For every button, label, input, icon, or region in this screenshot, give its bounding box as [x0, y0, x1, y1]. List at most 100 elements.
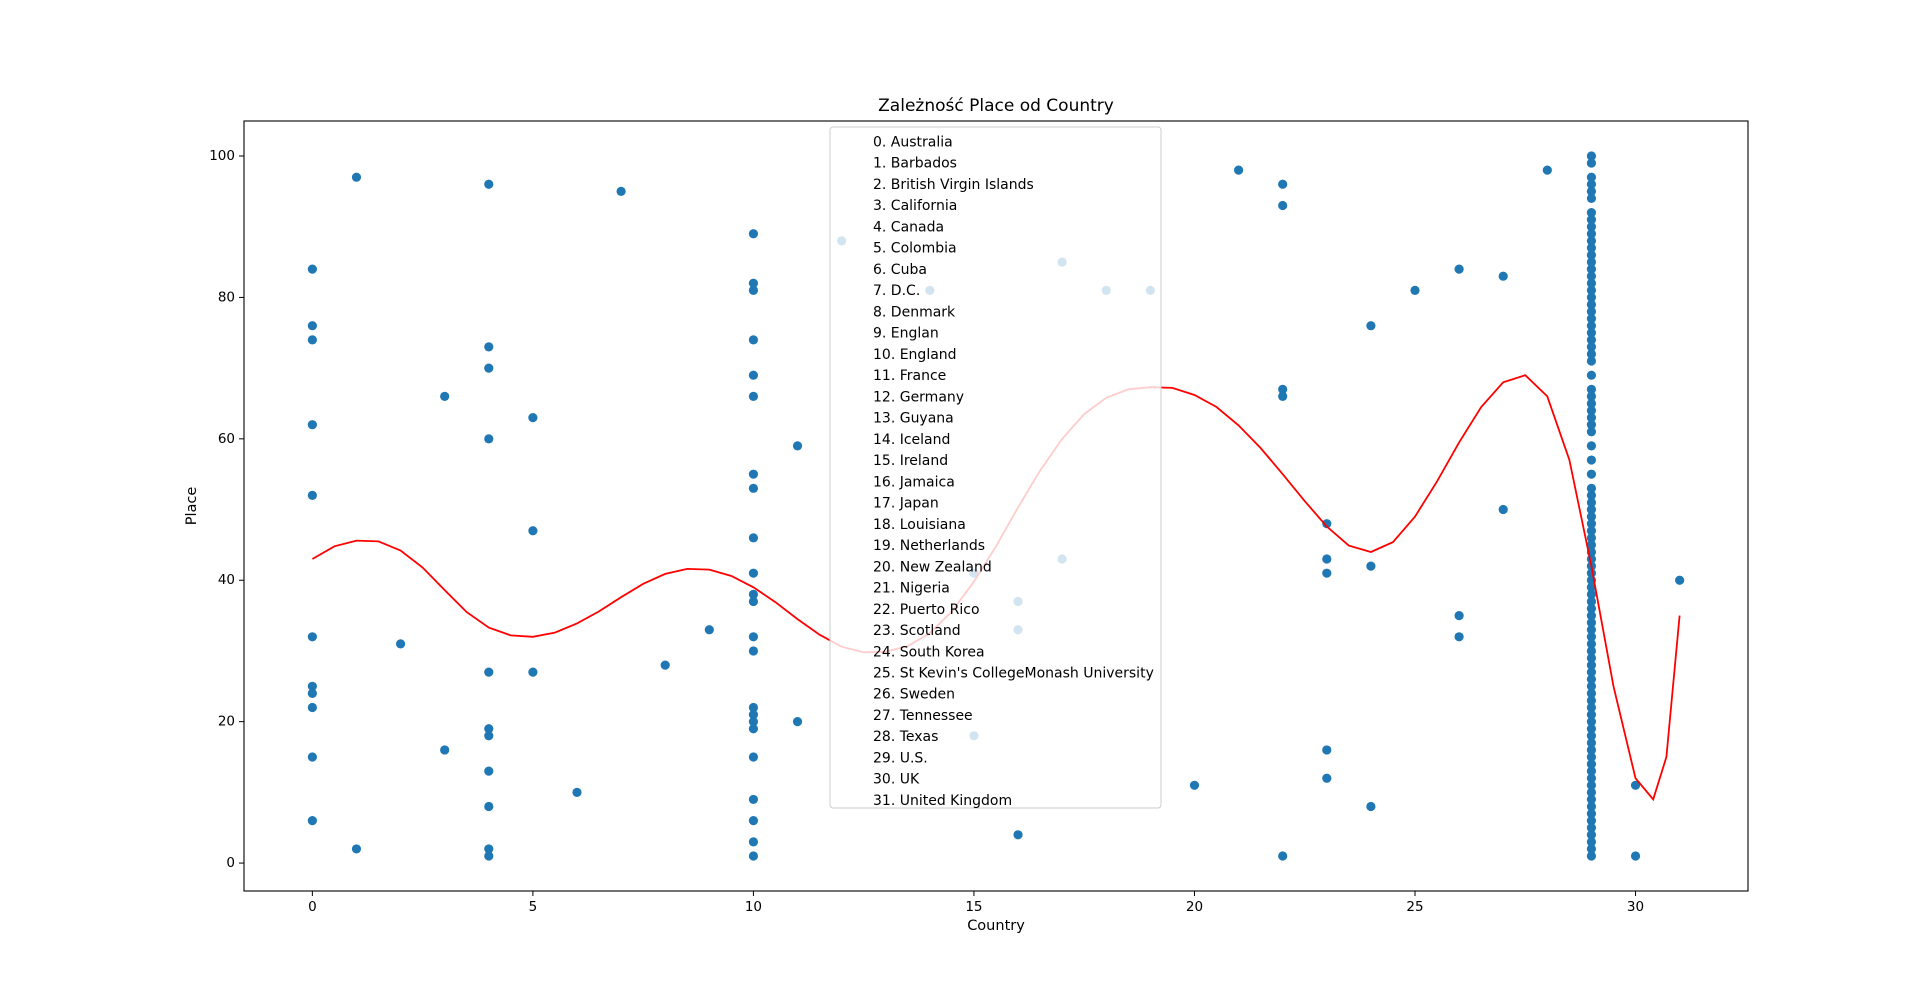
x-tick-label: 10	[745, 899, 762, 915]
data-point	[1675, 575, 1685, 585]
data-point	[748, 632, 759, 642]
legend-entry: 20. New Zealand	[873, 559, 992, 575]
legend-entry: 14. Iceland	[873, 432, 950, 448]
legend-entry: 28. Texas	[873, 729, 938, 745]
data-point	[484, 766, 494, 776]
chart-title: Zależność Place od Country	[878, 96, 1114, 116]
data-point	[1586, 490, 1597, 500]
data-point	[1586, 752, 1597, 762]
data-point	[1498, 271, 1508, 281]
data-point	[1586, 660, 1597, 670]
data-point	[748, 335, 759, 345]
data-point	[1322, 568, 1332, 578]
data-point	[1366, 321, 1376, 331]
legend-entry: 26. Sweden	[873, 687, 955, 703]
data-point	[1586, 405, 1597, 416]
data-point	[484, 434, 494, 444]
legend-entry: 31. United Kingdom	[873, 793, 1012, 809]
data-point	[484, 851, 494, 861]
data-point	[484, 363, 494, 373]
legend-entry: 24. South Korea	[873, 644, 985, 660]
data-point	[1630, 851, 1641, 861]
data-point	[748, 469, 759, 479]
data-point	[1586, 681, 1597, 691]
data-point	[1586, 215, 1597, 225]
data-point	[748, 702, 759, 713]
data-point	[1586, 618, 1597, 628]
data-point	[748, 646, 759, 656]
data-point	[748, 717, 759, 727]
data-point	[1586, 236, 1597, 246]
data-point	[616, 186, 626, 196]
data-point	[1586, 731, 1597, 741]
data-point	[748, 837, 759, 847]
data-point	[1586, 823, 1597, 833]
data-point	[1586, 257, 1597, 267]
legend-entry: 29. U.S.	[873, 750, 928, 766]
legend-entry: 7. D.C.	[873, 283, 920, 299]
data-point	[1586, 759, 1597, 769]
data-point	[1366, 801, 1376, 812]
data-point	[1498, 504, 1508, 515]
legend-entry: 11. France	[873, 368, 946, 384]
legend-entry: 23. Scotland	[873, 623, 961, 639]
data-point	[1586, 526, 1597, 536]
data-point	[1586, 483, 1597, 493]
data-point	[1586, 299, 1597, 310]
data-point	[1278, 179, 1288, 189]
data-point	[1586, 709, 1597, 720]
data-point	[1586, 688, 1597, 698]
data-point	[351, 844, 362, 854]
data-point	[1322, 745, 1332, 755]
data-point	[307, 321, 317, 331]
data-point	[440, 391, 450, 402]
data-point	[1586, 321, 1597, 331]
axes: 0 5 10 15 20 25 30 0 20 40 60 80 100	[209, 120, 1749, 915]
data-point	[1586, 469, 1597, 479]
data-point	[748, 370, 759, 380]
data-point	[307, 632, 317, 642]
data-point	[1586, 519, 1597, 529]
data-point	[1586, 780, 1597, 790]
plot-frame	[243, 120, 1749, 892]
data-point	[748, 752, 759, 762]
data-point	[1586, 844, 1597, 854]
data-point	[1278, 391, 1288, 402]
data-point	[1586, 674, 1597, 684]
data-point	[1233, 165, 1244, 175]
data-point	[1454, 264, 1464, 274]
data-point	[748, 278, 759, 288]
data-point	[1586, 717, 1597, 727]
x-tick-label: 15	[965, 899, 982, 915]
data-point	[1586, 702, 1597, 713]
legend-entry: 25. St Kevin's CollegeMonash University	[873, 666, 1154, 682]
data-point	[1586, 441, 1597, 451]
data-point	[1586, 243, 1597, 253]
data-point	[1586, 207, 1597, 218]
data-point	[1586, 603, 1597, 614]
data-point	[748, 229, 759, 239]
data-point	[748, 533, 759, 543]
data-point	[484, 179, 494, 189]
data-point	[1586, 349, 1597, 359]
data-point	[307, 702, 317, 713]
legend-entry: 30. UK	[873, 772, 920, 788]
data-point	[1586, 292, 1597, 303]
data-point	[748, 851, 759, 861]
data-point	[1586, 540, 1597, 550]
legend-entry: 2. British Virgin Islands	[873, 177, 1034, 193]
data-point	[792, 441, 803, 451]
data-point	[748, 816, 759, 826]
data-point	[748, 589, 759, 599]
data-point	[1586, 766, 1597, 776]
legend-entry: 10. England	[873, 347, 957, 363]
legend-entry: 17. Japan	[873, 496, 939, 512]
data-point	[1586, 808, 1597, 819]
data-point	[1586, 773, 1597, 783]
data-point	[1586, 420, 1597, 430]
data-point	[1586, 356, 1597, 366]
data-point	[1586, 738, 1597, 748]
data-point	[1586, 455, 1597, 465]
data-point	[307, 752, 317, 762]
